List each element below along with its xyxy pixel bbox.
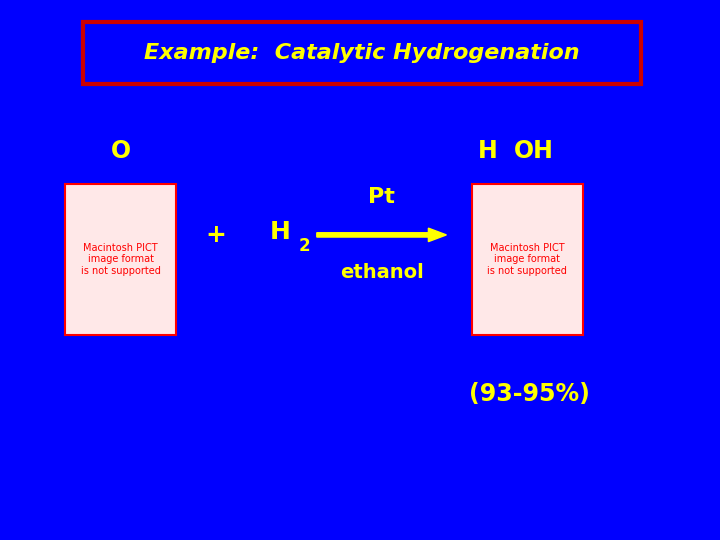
Text: Example:  Catalytic Hydrogenation: Example: Catalytic Hydrogenation: [144, 43, 580, 63]
Text: ethanol: ethanol: [340, 263, 423, 282]
Text: +: +: [206, 223, 226, 247]
Text: H: H: [270, 220, 291, 244]
Text: Macintosh PICT
image format
is not supported: Macintosh PICT image format is not suppo…: [487, 242, 567, 276]
Bar: [83, 22, 641, 84]
FancyArrow shape: [317, 228, 446, 241]
Text: Macintosh PICT
image format
is not supported: Macintosh PICT image format is not suppo…: [81, 242, 161, 276]
Text: O: O: [111, 139, 131, 163]
Bar: [65, 184, 176, 335]
Text: (93-95%): (93-95%): [469, 382, 590, 406]
Text: 2: 2: [299, 237, 310, 255]
Text: Pt: Pt: [368, 187, 395, 207]
Text: OH: OH: [514, 139, 554, 163]
Bar: [472, 184, 583, 335]
Text: H: H: [478, 139, 498, 163]
